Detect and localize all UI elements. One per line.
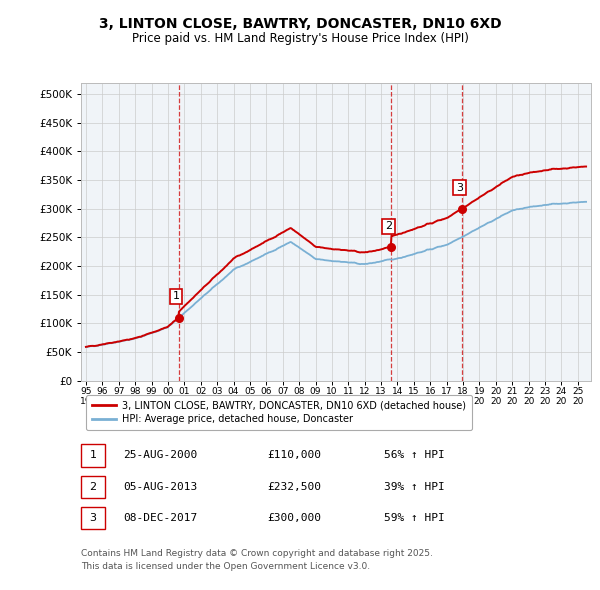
- Text: This data is licensed under the Open Government Licence v3.0.: This data is licensed under the Open Gov…: [81, 562, 370, 571]
- Text: 05-AUG-2013: 05-AUG-2013: [123, 482, 197, 491]
- Text: 2: 2: [385, 221, 392, 231]
- Text: 3, LINTON CLOSE, BAWTRY, DONCASTER, DN10 6XD: 3, LINTON CLOSE, BAWTRY, DONCASTER, DN10…: [98, 17, 502, 31]
- Text: £232,500: £232,500: [267, 482, 321, 491]
- Text: 1: 1: [173, 291, 179, 301]
- Text: 08-DEC-2017: 08-DEC-2017: [123, 513, 197, 523]
- Text: 3: 3: [456, 183, 463, 192]
- Legend: 3, LINTON CLOSE, BAWTRY, DONCASTER, DN10 6XD (detached house), HPI: Average pric: 3, LINTON CLOSE, BAWTRY, DONCASTER, DN10…: [86, 395, 472, 430]
- Text: £300,000: £300,000: [267, 513, 321, 523]
- Text: Contains HM Land Registry data © Crown copyright and database right 2025.: Contains HM Land Registry data © Crown c…: [81, 549, 433, 558]
- Text: 25-AUG-2000: 25-AUG-2000: [123, 451, 197, 460]
- Text: Price paid vs. HM Land Registry's House Price Index (HPI): Price paid vs. HM Land Registry's House …: [131, 32, 469, 45]
- Text: £110,000: £110,000: [267, 451, 321, 460]
- Text: 3: 3: [89, 513, 97, 523]
- Text: 2: 2: [89, 482, 97, 491]
- Text: 56% ↑ HPI: 56% ↑ HPI: [384, 451, 445, 460]
- Text: 59% ↑ HPI: 59% ↑ HPI: [384, 513, 445, 523]
- Text: 39% ↑ HPI: 39% ↑ HPI: [384, 482, 445, 491]
- Text: 1: 1: [89, 451, 97, 460]
